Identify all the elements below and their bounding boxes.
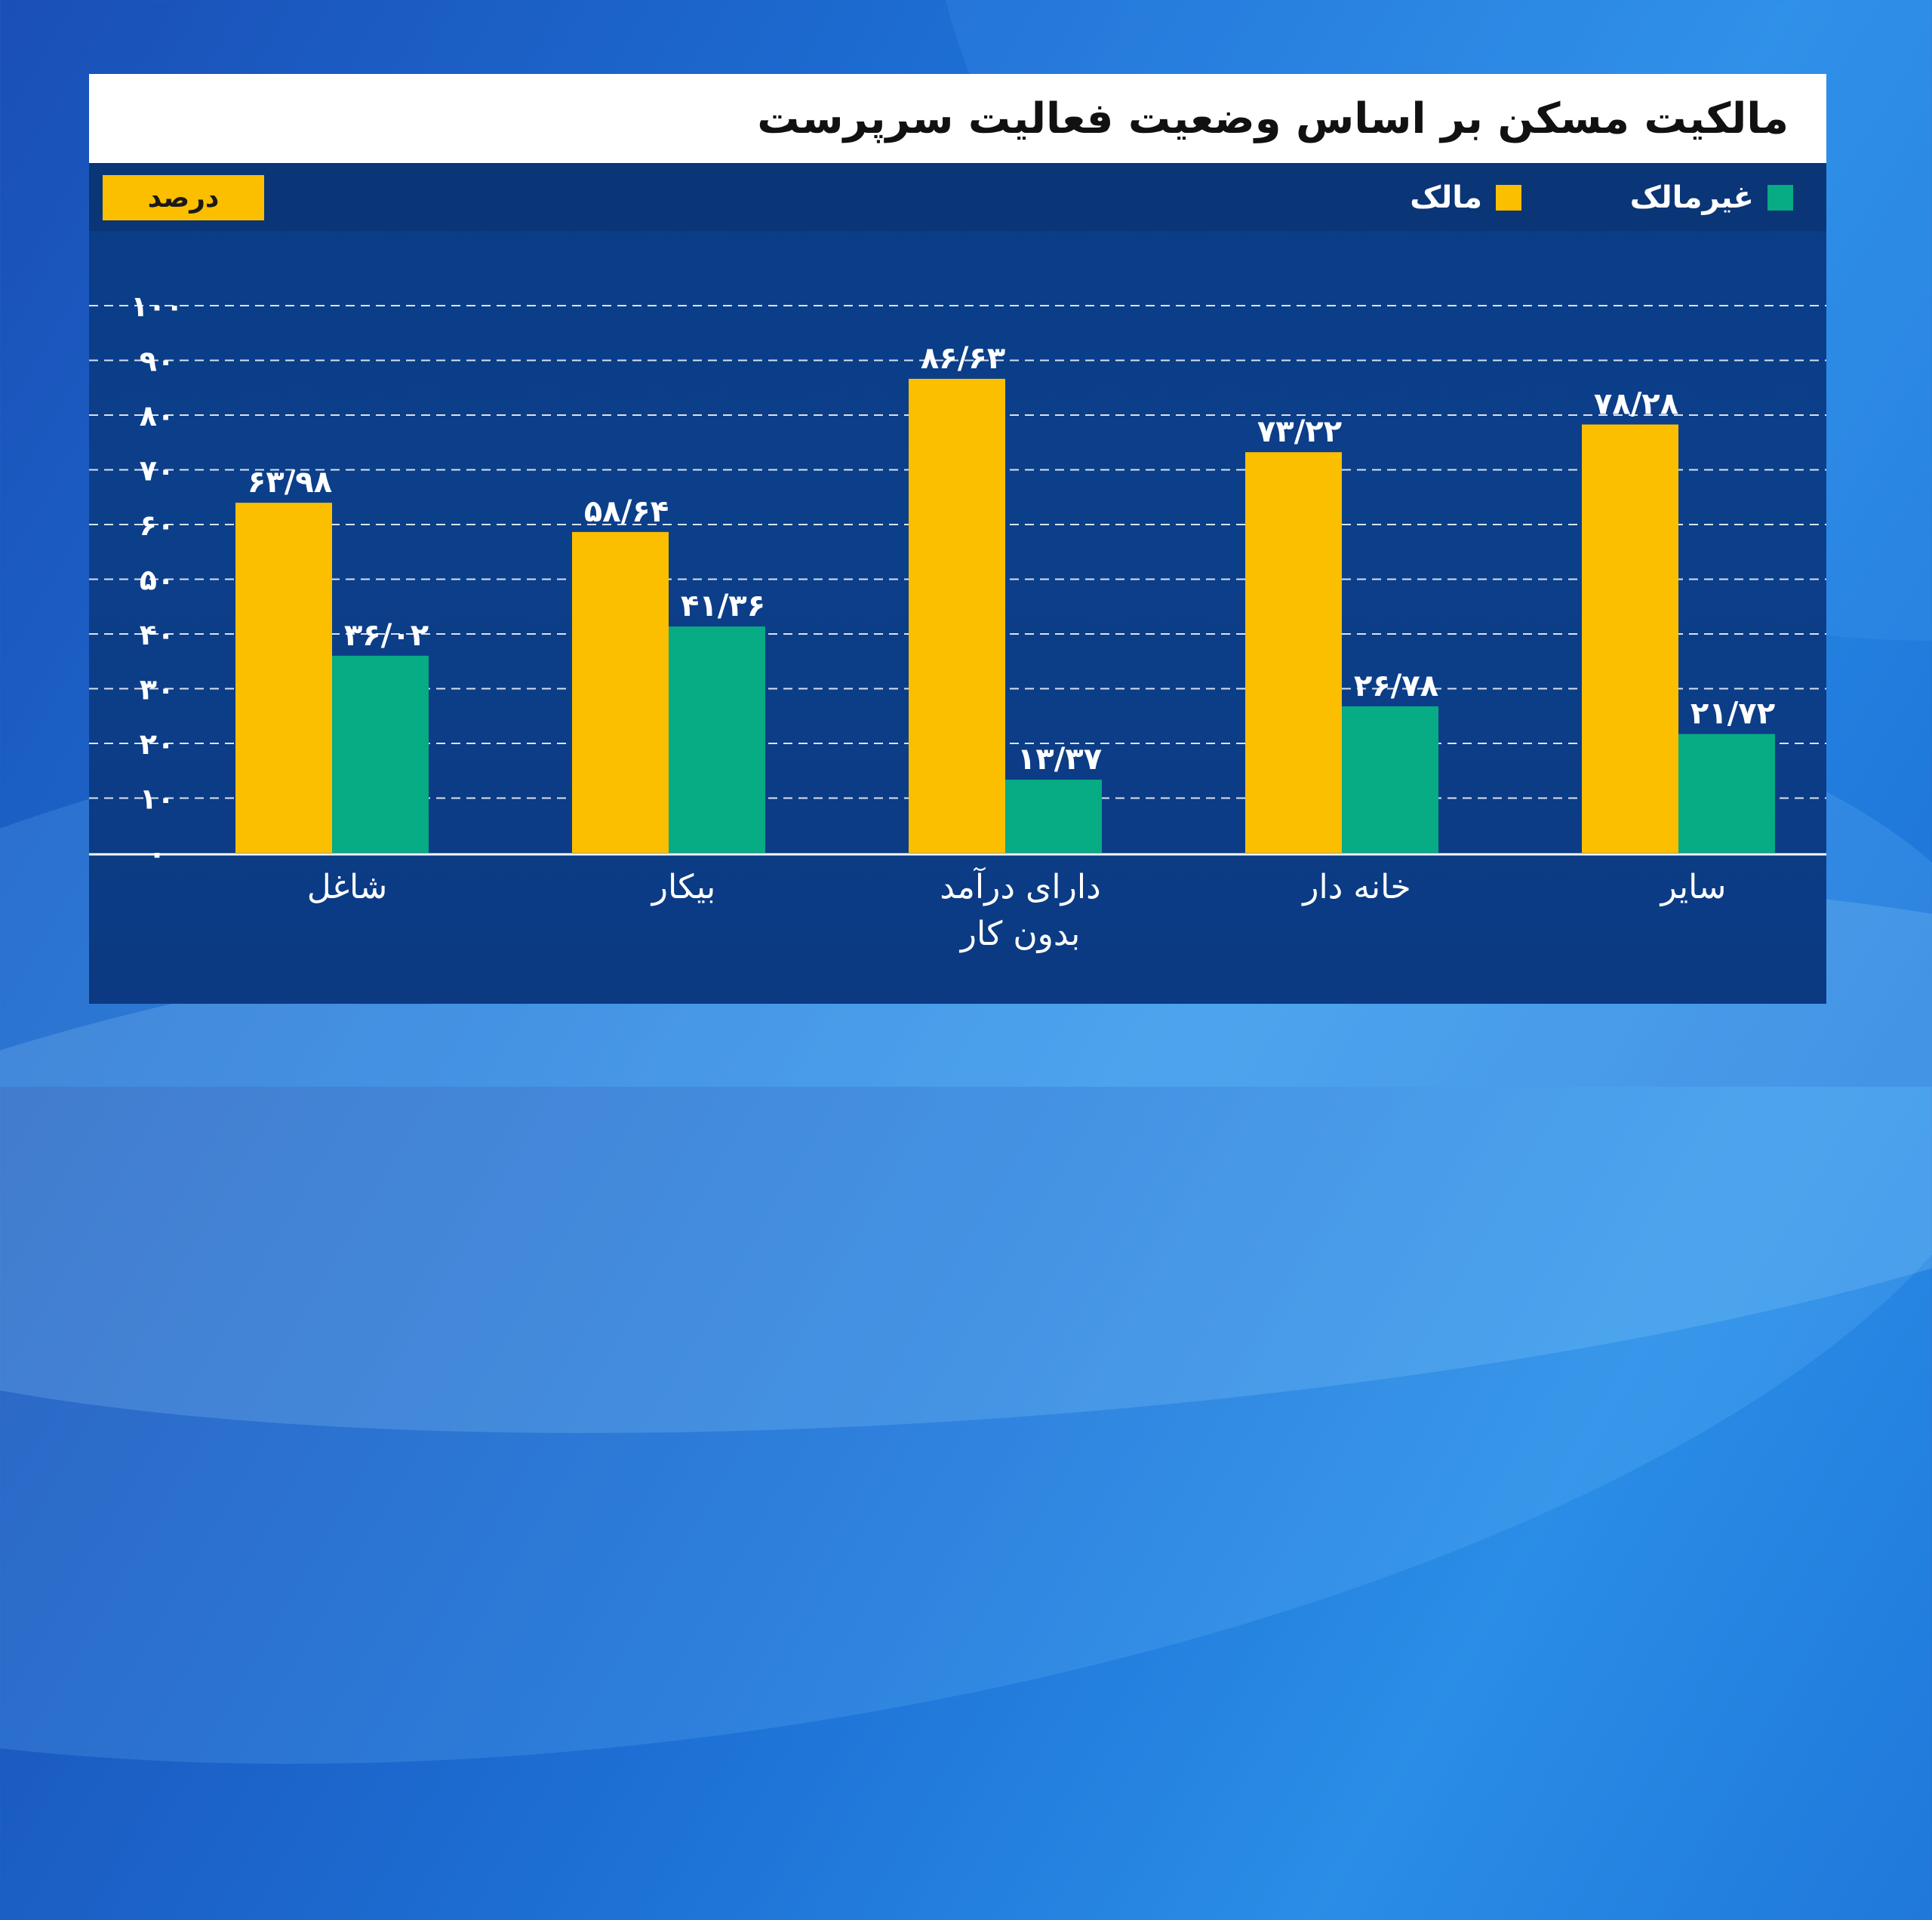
y-tick-label: ۲۰ (140, 728, 174, 761)
non-owner-value-label: ۳۶/۰۲ (344, 618, 429, 653)
non-owner-value-label: ۴۱/۳۶ (681, 589, 765, 623)
y-tick-label: ۱۰ (140, 783, 174, 816)
x-category-label: بیکار (651, 868, 715, 906)
y-tick-label: ۱۰۰ (131, 290, 183, 323)
unit-label: درصد (103, 175, 264, 220)
y-tick-label: ۹۰ (140, 345, 174, 378)
bars: ۶۳/۹۸ ۳۶/۰۲ ۵۸/۶۴ ۴۱/۳۶ ۸۶/۶۳ ۱۳/۳۷ ۷۳/۲۲ ۲۶/۷۸… (235, 341, 1775, 853)
title-bar: مالکیت مسکن بر اساس وضعیت فعالیت سرپرست (89, 74, 1826, 163)
x-category-label: بدون کار (959, 915, 1081, 953)
x-axis: شاغل بیکار دارای درآمد بدون کار خانه دار سایر (307, 866, 1727, 953)
non-owner-bar (1678, 734, 1775, 853)
legend-band: درصد غیرمالک مالک (89, 163, 1826, 231)
y-tick-label: ۵۰ (140, 564, 174, 597)
owner-bar (235, 503, 332, 853)
non-owner-bar (1342, 706, 1438, 853)
owner-bar (572, 531, 669, 853)
legend-swatch-non-owner (1767, 185, 1793, 211)
owner-value-label: ۷۸/۲۸ (1594, 386, 1678, 421)
y-tick-label: ۳۰ (140, 673, 174, 706)
legend-item-owner: مالک (1410, 175, 1521, 220)
legend-item-non-owner: غیرمالک (1630, 175, 1793, 220)
x-category-label: شاغل (307, 868, 388, 906)
legend-label-owner: مالک (1410, 180, 1482, 215)
legend-label-non-owner: غیرمالک (1629, 180, 1754, 215)
non-owner-bar (1005, 780, 1102, 853)
chart-panel: مالکیت مسکن بر اساس وضعیت فعالیت سرپرست … (89, 74, 1826, 1004)
owner-value-label: ۸۶/۶۳ (921, 341, 1005, 376)
non-owner-value-label: ۱۳/۳۷ (1017, 742, 1102, 777)
x-category-label: سایر (1660, 868, 1727, 906)
owner-value-label: ۵۸/۶۴ (584, 494, 669, 529)
y-tick-label: ۷۰ (140, 454, 174, 488)
non-owner-value-label: ۲۶/۷۸ (1354, 669, 1438, 703)
y-tick-label: ۶۰ (140, 509, 174, 542)
owner-value-label: ۶۳/۹۸ (248, 465, 332, 500)
legend-swatch-owner (1496, 185, 1521, 211)
non-owner-value-label: ۲۱/۷۲ (1690, 697, 1775, 731)
x-category-label: خانه دار (1301, 868, 1411, 906)
x-category-label: دارای درآمد (940, 866, 1100, 906)
non-owner-bar (332, 655, 429, 853)
owner-bar (1245, 452, 1342, 853)
owner-bar (909, 378, 1005, 853)
owner-value-label: ۷۳/۲۲ (1257, 414, 1342, 449)
y-tick-label: ۸۰ (140, 399, 174, 432)
owner-bar (1582, 424, 1678, 853)
non-owner-bar (669, 626, 765, 853)
y-tick-label: ۴۰ (140, 618, 174, 651)
chart-title: مالکیت مسکن بر اساس وضعیت فعالیت سرپرست (757, 94, 1789, 143)
